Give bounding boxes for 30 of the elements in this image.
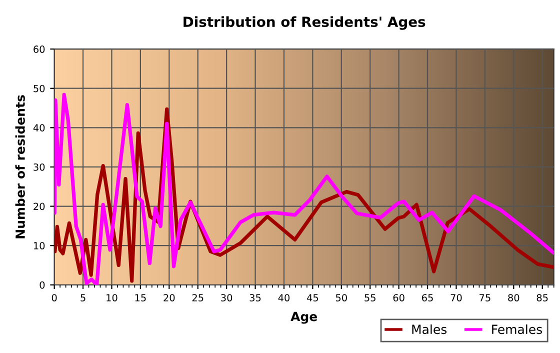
legend-label: Females: [492, 324, 542, 334]
x-tick-label: 85: [536, 294, 548, 302]
x-tick-label: 65: [422, 294, 433, 302]
y-tick-label: 50: [34, 84, 45, 92]
x-tick-label: 0: [52, 294, 57, 302]
x-tick-label: 75: [480, 294, 490, 302]
x-axis-title: Age: [290, 312, 318, 324]
x-tick-label: 5: [80, 294, 86, 302]
y-tick-label: 30: [34, 163, 45, 171]
y-tick-label: 60: [34, 46, 45, 53]
x-tick-label: 70: [450, 294, 462, 302]
y-tick-label: 10: [34, 242, 45, 250]
x-tick-label: 25: [192, 294, 204, 302]
y-tick-label: 20: [34, 202, 45, 210]
y-axis-title: Number of residents: [15, 95, 25, 238]
x-tick-label: 60: [393, 294, 404, 302]
x-tick-label: 15: [135, 294, 146, 302]
y-tick-label: 40: [33, 124, 45, 132]
x-tick-label: 10: [106, 294, 118, 302]
x-tick-label: 80: [508, 294, 520, 302]
x-tick-label: 35: [250, 294, 261, 302]
y-tick-label: 0: [40, 281, 45, 289]
x-tick-label: 50: [336, 294, 347, 302]
x-tick-label: 55: [364, 294, 376, 302]
legend-label: Males: [412, 324, 447, 334]
x-tick-label: 40: [278, 294, 290, 302]
x-tick-label: 45: [306, 294, 318, 302]
chart-title: Distribution of Residents' Ages: [184, 16, 426, 30]
x-tick-label: 30: [221, 294, 232, 302]
x-tick-label: 20: [164, 294, 175, 302]
